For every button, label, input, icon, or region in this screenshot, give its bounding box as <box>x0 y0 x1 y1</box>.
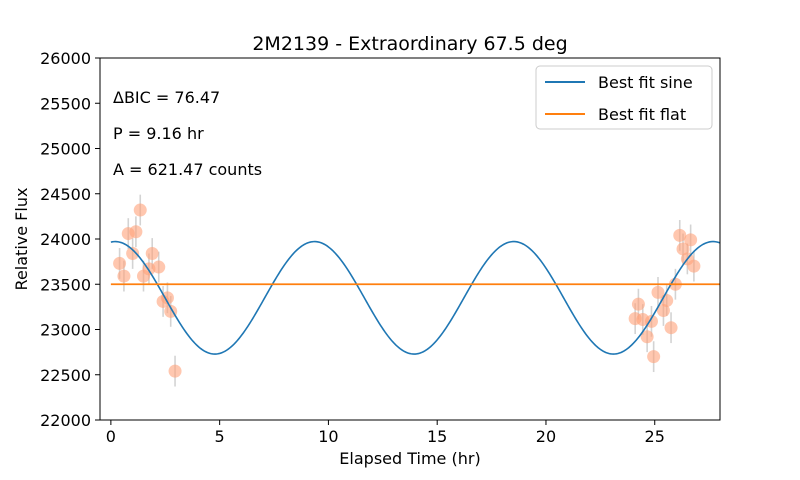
data-point <box>145 246 159 260</box>
x-axis-label: Elapsed Time (hr) <box>339 449 480 468</box>
data-point <box>129 225 143 239</box>
x-tick-label: 15 <box>427 427 447 446</box>
data-point <box>651 285 665 299</box>
annotation-period: P = 9.16 hr <box>113 124 204 143</box>
data-point <box>152 260 166 274</box>
data-point <box>640 330 654 344</box>
x-tick-label: 25 <box>645 427 665 446</box>
legend-flat-label: Best fit flat <box>598 105 686 124</box>
data-point <box>160 291 174 305</box>
data-point <box>647 350 661 364</box>
data-point <box>168 364 182 378</box>
y-tick-label: 24000 <box>40 230 91 249</box>
y-tick-label: 25000 <box>40 140 91 159</box>
y-tick-label: 22000 <box>40 411 91 430</box>
annotation-delta-bic: ΔBIC = 76.47 <box>113 88 220 107</box>
best-fit-sine-line <box>110 240 720 355</box>
x-tick-label: 5 <box>215 427 225 446</box>
data-point <box>133 203 147 217</box>
y-tick-label: 22500 <box>40 366 91 385</box>
x-axis-ticks: 0 5 10 15 20 25 <box>106 420 665 446</box>
data-point <box>126 246 140 260</box>
annotation-amplitude: A = 621.47 counts <box>113 160 262 179</box>
data-point <box>117 269 131 283</box>
data-point <box>664 321 678 335</box>
data-point <box>673 228 687 242</box>
data-point <box>684 233 698 247</box>
chart-title: 2M2139 - Extraordinary 67.5 deg <box>252 33 567 55</box>
data-point <box>676 242 690 256</box>
y-axis-label: Relative Flux <box>12 188 31 291</box>
x-tick-label: 10 <box>318 427 338 446</box>
data-point <box>656 303 670 317</box>
y-tick-label: 24500 <box>40 185 91 204</box>
y-tick-label: 23000 <box>40 321 91 340</box>
y-tick-label: 25500 <box>40 94 91 113</box>
data-point <box>631 297 645 311</box>
y-tick-label: 26000 <box>40 49 91 68</box>
legend-sine-label: Best fit sine <box>598 73 693 92</box>
x-tick-label: 0 <box>106 427 116 446</box>
x-tick-label: 20 <box>536 427 556 446</box>
y-axis-ticks: 22000 22500 23000 23500 24000 24500 25000 25500… <box>40 49 100 430</box>
legend: Best fit sine Best fit flat <box>535 65 713 130</box>
data-point <box>687 259 701 273</box>
fit-lines-layer <box>110 240 720 355</box>
data-point <box>113 256 127 270</box>
y-tick-label: 23500 <box>40 275 91 294</box>
